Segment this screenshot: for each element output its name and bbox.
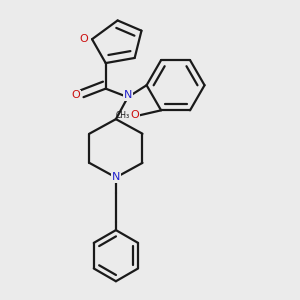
Text: O: O bbox=[72, 91, 80, 100]
Text: N: N bbox=[112, 172, 120, 182]
Text: CH₃: CH₃ bbox=[115, 111, 129, 120]
Text: N: N bbox=[124, 91, 132, 100]
Text: O: O bbox=[130, 110, 139, 120]
Text: O: O bbox=[79, 34, 88, 44]
